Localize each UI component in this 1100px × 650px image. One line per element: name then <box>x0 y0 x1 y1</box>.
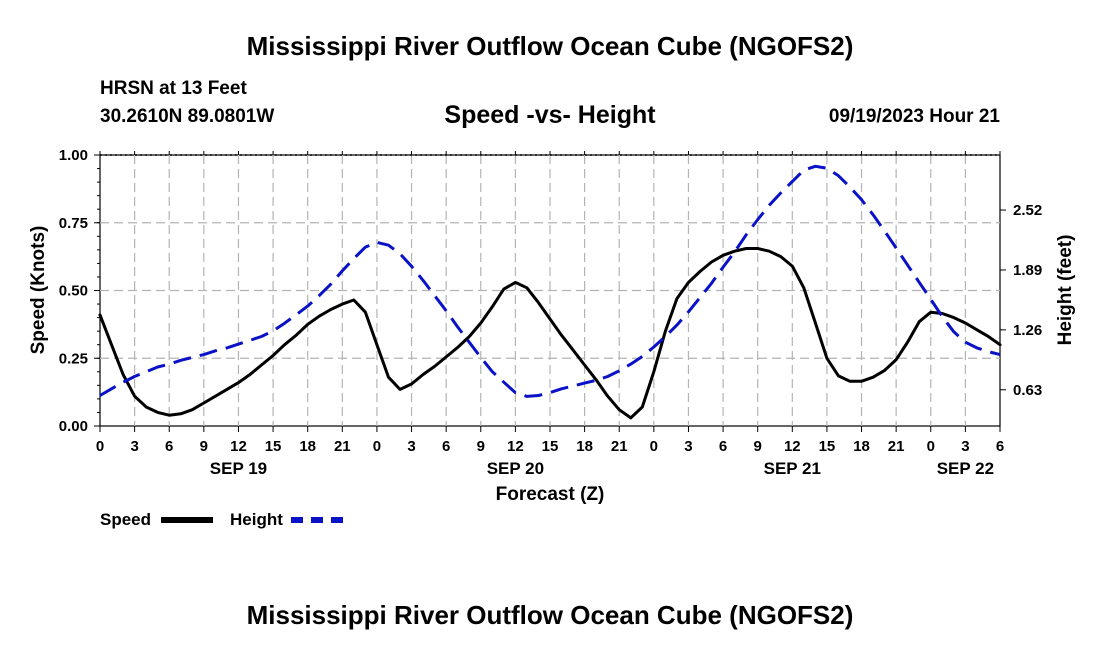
x-tick-label: 18 <box>299 438 316 455</box>
x-tick-label: 21 <box>611 438 628 455</box>
x-tick-label: 0 <box>96 438 104 455</box>
x-tick-label: 6 <box>719 438 727 455</box>
x-tick-label: 6 <box>442 438 450 455</box>
x-axis-label: Forecast (Z) <box>496 484 605 505</box>
x-day-label: SEP 22 <box>937 459 994 478</box>
y2-tick-label: 2.52 <box>1013 202 1042 219</box>
x-tick-label: 12 <box>507 438 524 455</box>
station-label: HRSN at 13 Feet <box>100 78 247 99</box>
y-tick-label: 0.00 <box>59 418 88 435</box>
x-tick-label: 18 <box>853 438 870 455</box>
station-coords: 30.2610N 89.0801W <box>100 106 275 127</box>
y-tick-label: 0.50 <box>59 283 88 300</box>
legend-height-swatch <box>291 517 343 523</box>
page-title: Mississippi River Outflow Ocean Cube (NG… <box>246 31 854 61</box>
y-axis-label: Speed (Knots) <box>28 226 49 355</box>
x-tick-label: 3 <box>130 438 138 455</box>
x-tick-label: 6 <box>165 438 173 455</box>
x-tick-label: 0 <box>373 438 381 455</box>
x-tick-label: 9 <box>477 438 485 455</box>
legend-speed-label: Speed <box>100 510 152 529</box>
y-tick-label: 0.75 <box>59 215 88 232</box>
x-tick-label: 18 <box>576 438 593 455</box>
x-tick-label: 21 <box>334 438 351 455</box>
y2-tick-label: 0.63 <box>1013 382 1042 399</box>
x-tick-label: 15 <box>542 438 559 455</box>
x-tick-label: 3 <box>684 438 692 455</box>
x-tick-label: 6 <box>996 438 1004 455</box>
x-tick-label: 3 <box>961 438 969 455</box>
y-tick-label: 1.00 <box>59 147 88 164</box>
x-day-label: SEP 21 <box>764 459 821 478</box>
x-tick-label: 12 <box>230 438 247 455</box>
x-tick-label: 12 <box>784 438 801 455</box>
x-tick-label: 21 <box>888 438 905 455</box>
y2-tick-label: 1.89 <box>1013 262 1042 279</box>
x-tick-label: 0 <box>650 438 658 455</box>
x-tick-label: 15 <box>265 438 282 455</box>
x-tick-label: 15 <box>819 438 836 455</box>
x-day-label: SEP 20 <box>487 459 544 478</box>
speed-series-line <box>98 247 1002 420</box>
y2-tick-label: 1.26 <box>1013 322 1042 339</box>
forecast-date: 09/19/2023 Hour 21 <box>828 106 1000 127</box>
legend-height-label: Height <box>230 510 283 529</box>
x-tick-label: 3 <box>407 438 415 455</box>
x-tick-label: 0 <box>927 438 935 455</box>
footer-title: Mississippi River Outflow Ocean Cube (NG… <box>246 600 854 630</box>
x-tick-label: 9 <box>754 438 762 455</box>
x-tick-label: 9 <box>200 438 208 455</box>
x-day-label: SEP 19 <box>210 459 267 478</box>
chart-title: Speed -vs- Height <box>444 101 656 129</box>
legend-speed-swatch <box>161 517 213 523</box>
y2-axis-label: Height (feet) <box>1055 235 1076 346</box>
y-tick-label: 0.25 <box>59 350 88 367</box>
